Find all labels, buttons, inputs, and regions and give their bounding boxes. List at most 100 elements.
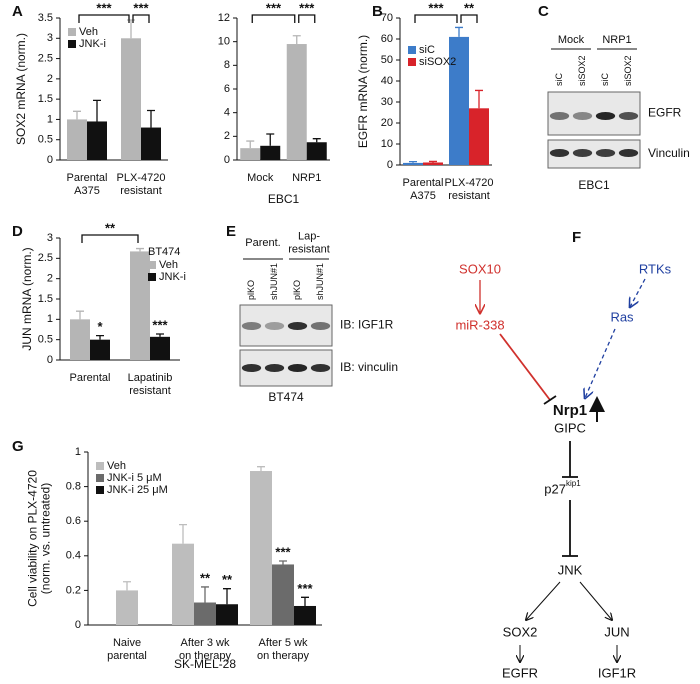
y-tick-label: 3 <box>47 232 53 244</box>
band <box>264 322 285 330</box>
error-bar <box>475 89 483 109</box>
y-axis-label: Cell viability on PLX-4720(norm. vs. unt… <box>26 470 53 607</box>
edge-bar <box>543 395 557 405</box>
y-tick-label: 8 <box>224 59 230 71</box>
error-bar <box>257 466 265 472</box>
legend-swatch <box>408 46 416 54</box>
x-axis-label: EBC1 <box>268 192 300 206</box>
group-label: Parent. <box>245 237 280 249</box>
significance: *** <box>152 317 168 332</box>
significance: ** <box>200 570 211 585</box>
group-label: Mock <box>558 34 585 46</box>
error-bar <box>201 586 209 603</box>
legend-label: JNK-i <box>79 38 106 50</box>
y-tick-label: 2 <box>47 73 53 85</box>
y-tick-label: 0.6 <box>66 515 81 527</box>
band <box>264 364 285 372</box>
bracket <box>132 14 150 23</box>
panel-label: F <box>572 229 581 246</box>
band <box>572 112 593 120</box>
lane-label: siC <box>554 73 564 86</box>
pathway: F SOX10 miR-338 RTKs Ras Nrp1 GIPC p27 k… <box>455 229 671 680</box>
y-tick-label: 2.5 <box>38 252 53 264</box>
error-bar <box>292 35 301 45</box>
y-tick-label: 0 <box>387 159 393 171</box>
bar <box>172 543 194 625</box>
error-bar <box>266 133 275 146</box>
x-tick-label: Lapatinib resistant <box>128 372 173 397</box>
bar <box>130 251 150 360</box>
y-tick-label: 70 <box>381 12 393 24</box>
significance: ** <box>222 572 233 587</box>
x-tick-label: PLX-4720 resistant <box>445 177 494 202</box>
node: miR-338 <box>455 317 504 332</box>
y-tick-label: 0.5 <box>38 134 53 146</box>
bar <box>272 564 294 625</box>
bracket <box>460 14 478 23</box>
bar <box>116 590 138 625</box>
x-tick-label: After 5 wk on therapy <box>257 637 309 662</box>
bar <box>67 119 87 160</box>
panel-label: A <box>12 3 23 20</box>
y-tick-label: 0.4 <box>66 550 81 562</box>
legend-swatch <box>148 261 156 269</box>
bar <box>449 36 469 166</box>
y-tick-label: 0 <box>224 154 230 166</box>
error-bar <box>279 560 287 565</box>
lane-label: siC <box>600 73 610 86</box>
error-bar <box>147 109 155 128</box>
y-tick-label: 1.5 <box>38 93 53 105</box>
legend-label: siSOX2 <box>419 56 456 68</box>
legend-label: JNK-i <box>159 271 186 283</box>
legend-swatch <box>408 58 416 66</box>
y-tick-label: 10 <box>218 36 230 48</box>
bar <box>194 602 216 625</box>
x-tick-label: Parental <box>70 372 111 384</box>
band-label: EGFR <box>648 106 682 120</box>
error-bar <box>123 581 131 591</box>
panel-label: G <box>12 438 24 455</box>
y-axis-label: EGFR mRNA (norm.) <box>356 35 370 148</box>
error-bar <box>127 19 135 39</box>
legend-swatch <box>148 273 156 281</box>
error-bar <box>246 140 255 149</box>
y-tick-label: 1.5 <box>38 293 53 305</box>
y-tick-label: 1 <box>47 313 53 325</box>
bar <box>294 605 316 625</box>
node: RTKs <box>639 261 672 276</box>
y-tick-label: 60 <box>381 33 393 45</box>
band-label: IB: vinculin <box>340 360 398 374</box>
lane-label: siSOX2 <box>577 55 587 86</box>
y-tick-label: 2 <box>47 273 53 285</box>
edge <box>526 581 561 620</box>
x-tick-label: After 3 wk on therapy <box>179 637 231 662</box>
band <box>618 112 639 120</box>
y-tick-label: 0 <box>47 154 53 166</box>
edge <box>499 333 551 401</box>
legend-label: Veh <box>107 460 126 472</box>
bar <box>240 148 261 160</box>
band <box>287 322 308 330</box>
y-tick-label: 0.2 <box>66 584 81 596</box>
band-label: Vinculin <box>648 146 690 160</box>
bar <box>250 471 272 625</box>
x-tick-label: Mock <box>247 172 274 184</box>
error-bar <box>301 596 309 606</box>
band <box>241 322 262 330</box>
panel-label: E <box>226 223 236 240</box>
node: EGFR <box>502 665 538 680</box>
chart: D JUN mRNA (norm.) 0 0.5 1 1.5 2 2.5 3 Parental * L… <box>12 220 186 396</box>
band <box>241 364 262 372</box>
y-tick-label: 4 <box>224 107 230 119</box>
band <box>310 364 331 372</box>
y-axis-label: SOX2 mRNA (norm.) <box>14 33 28 145</box>
y-axis-label: JUN mRNA (norm.) <box>20 247 34 350</box>
node: SOX10 <box>459 261 501 276</box>
lane-label: siSOX2 <box>623 55 633 86</box>
significance: *** <box>133 0 149 15</box>
bracket <box>81 234 139 243</box>
y-tick-label: 10 <box>381 138 393 150</box>
y-tick-label: 0.8 <box>66 481 81 493</box>
